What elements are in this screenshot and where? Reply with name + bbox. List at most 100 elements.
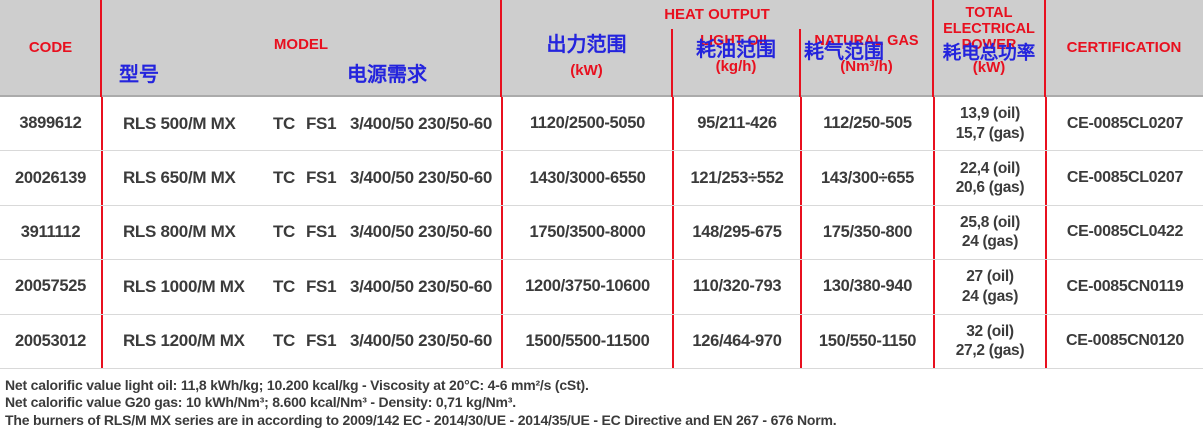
electrical-power-cell: 27 (oil) 24 (gas)	[933, 260, 1045, 314]
output-cell: 1120/2500-5050	[501, 97, 672, 151]
light-oil-cell: 110/320-793	[672, 260, 800, 314]
table-header: CODE MODEL 型号 电源需求 HEAT OUTPUT 出力范围 (kW)…	[0, 0, 1203, 97]
output-cell: 1500/5500-11500	[501, 314, 672, 368]
header-output-cn: 出力范围	[546, 34, 627, 56]
model-name: RLS 1200/M MX	[122, 331, 245, 351]
certification-cell: CE-0085CL0207	[1045, 97, 1203, 151]
model-supply: 3/400/50 230/50-60	[349, 222, 493, 242]
certification-cell: CE-0085CN0119	[1045, 260, 1203, 314]
table-row: 20057525 RLS 1000/M MX TC FS1 3/400/50 2…	[0, 260, 1203, 315]
certification-cell: CE-0085CL0207	[1045, 151, 1203, 205]
power-gas: 24 (gas)	[961, 233, 1019, 251]
header-heat-output: HEAT OUTPUT	[664, 5, 770, 23]
natural-gas-cell: 143/300÷655	[800, 151, 933, 205]
code-cell: 20057525	[14, 277, 86, 296]
model-cell: RLS 500/M MX TC FS1 3/400/50 230/50-60	[101, 97, 501, 151]
code-cell: 20026139	[14, 168, 86, 187]
electrical-power-cell: 13,9 (oil) 15,7 (gas)	[933, 97, 1045, 151]
column-divider	[500, 0, 502, 97]
code-cell: 3911112	[20, 222, 81, 241]
model-cell: RLS 650/M MX TC FS1 3/400/50 230/50-60	[101, 151, 501, 205]
header-natural-gas: NATURAL GAS 耗气范围 (Nm³/h)	[800, 28, 933, 95]
model-tc: TC	[272, 113, 296, 133]
power-oil: 32 (oil)	[966, 322, 1014, 340]
model-fs: FS1	[305, 222, 337, 242]
footnote-line: Net calorific value light oil: 11,8 kWh/…	[5, 376, 589, 393]
model-name: RLS 800/M MX	[122, 222, 236, 242]
electrical-power-cell: 25,8 (oil) 24 (gas)	[933, 205, 1045, 260]
model-supply: 3/400/50 230/50-60	[349, 276, 493, 296]
header-power-line3: POWER	[961, 37, 1017, 54]
natural-gas-cell: 112/250-505	[800, 97, 933, 151]
model-tc: TC	[272, 222, 296, 242]
model-fs: FS1	[305, 276, 337, 296]
output-cell: 1430/3000-6550	[501, 151, 672, 205]
header-power-line1: TOTAL	[965, 5, 1013, 21]
output-cell: 1200/3750-10600	[501, 260, 672, 314]
header-output-range: 出力范围 (kW)	[501, 28, 672, 95]
power-oil: 25,8 (oil)	[960, 214, 1020, 232]
light-oil-cell: 126/464-970	[672, 314, 800, 368]
model-supply: 3/400/50 230/50-60	[349, 168, 493, 188]
model-name: RLS 500/M MX	[122, 113, 236, 133]
natural-gas-cell: 130/380-940	[800, 260, 933, 314]
power-oil: 27 (oil)	[966, 268, 1014, 286]
header-power-unit: (kW)	[972, 59, 1006, 77]
header-power-cn: 耗电总功率	[942, 41, 1036, 63]
column-divider	[1044, 0, 1046, 97]
model-cell: RLS 1200/M MX TC FS1 3/400/50 230/50-60	[101, 314, 501, 368]
natural-gas-cell: 175/350-800	[800, 205, 933, 260]
table-row: 3911112 RLS 800/M MX TC FS1 3/400/50 230…	[0, 205, 1203, 261]
power-oil: 13,9 (oil)	[960, 105, 1020, 123]
header-oil-unit: (kg/h)	[715, 58, 757, 76]
header-model-cn: 型号	[119, 64, 159, 86]
header-heat-subcolumns: 出力范围 (kW) LIGHT OIL 耗油范围 (kg/h) NATURAL …	[501, 28, 933, 95]
model-supply: 3/400/50 230/50-60	[349, 113, 493, 133]
electrical-power-cell: 22,4 (oil) 20,6 (gas)	[933, 151, 1045, 205]
code-cell: 3899612	[19, 114, 82, 133]
header-total-electrical-power: TOTAL ELECTRICAL POWER 耗电总功率 (kW)	[933, 0, 1045, 95]
header-certification: CERTIFICATION	[1066, 39, 1182, 56]
header-gas-cn: 耗气范围	[804, 41, 884, 64]
model-tc: TC	[272, 331, 296, 351]
header-power-line2: ELECTRICAL	[943, 21, 1035, 38]
light-oil-cell: 95/211-426	[672, 97, 800, 151]
header-code: CODE	[28, 39, 73, 56]
output-cell: 1750/3500-8000	[501, 205, 672, 260]
header-supply-cn: 电源需求	[347, 64, 427, 86]
model-tc: TC	[272, 168, 296, 188]
footnotes: Net calorific value light oil: 11,8 kWh/…	[0, 369, 1203, 430]
table-row: 3899612 RLS 500/M MX TC FS1 3/400/50 230…	[0, 97, 1203, 152]
certification-cell: CE-0085CN0120	[1045, 314, 1203, 368]
header-light-oil-label: LIGHT OIL	[700, 33, 772, 49]
electrical-power-cell: 32 (oil) 27,2 (gas)	[933, 314, 1045, 368]
column-divider	[671, 29, 673, 97]
code-cell: 20053012	[14, 331, 86, 350]
column-divider	[100, 0, 102, 97]
light-oil-cell: 148/295-675	[672, 205, 800, 260]
model-cell: RLS 1000/M MX TC FS1 3/400/50 230/50-60	[101, 260, 501, 314]
column-divider	[799, 29, 801, 97]
natural-gas-cell: 150/550-1150	[800, 314, 933, 368]
model-cell: RLS 800/M MX TC FS1 3/400/50 230/50-60	[101, 205, 501, 260]
power-gas: 27,2 (gas)	[955, 342, 1025, 360]
model-supply: 3/400/50 230/50-60	[349, 331, 493, 351]
model-name: RLS 1000/M MX	[122, 276, 245, 296]
model-fs: FS1	[305, 168, 337, 188]
header-light-oil: LIGHT OIL 耗油范围 (kg/h)	[672, 28, 800, 95]
header-heat-output-group: HEAT OUTPUT 出力范围 (kW) LIGHT OIL 耗油范围 (kg…	[501, 0, 933, 95]
model-fs: FS1	[305, 113, 337, 133]
footnote-line: Net calorific value G20 gas: 10 kWh/Nm³;…	[5, 394, 516, 411]
header-natural-gas-label: NATURAL GAS	[814, 33, 919, 49]
certification-cell: CE-0085CL0422	[1045, 205, 1203, 260]
footnote-line: The burners of RLS/M MX series are in ac…	[5, 411, 837, 428]
light-oil-cell: 121/253÷552	[672, 151, 800, 205]
table-row: 20026139 RLS 650/M MX TC FS1 3/400/50 23…	[0, 151, 1203, 206]
model-tc: TC	[272, 276, 296, 296]
table-row: 20053012 RLS 1200/M MX TC FS1 3/400/50 2…	[0, 314, 1203, 369]
column-divider	[932, 0, 934, 97]
header-model-label: MODEL	[273, 36, 329, 53]
header-gas-unit: (Nm³/h)	[840, 58, 893, 76]
power-gas: 15,7 (gas)	[955, 124, 1025, 142]
